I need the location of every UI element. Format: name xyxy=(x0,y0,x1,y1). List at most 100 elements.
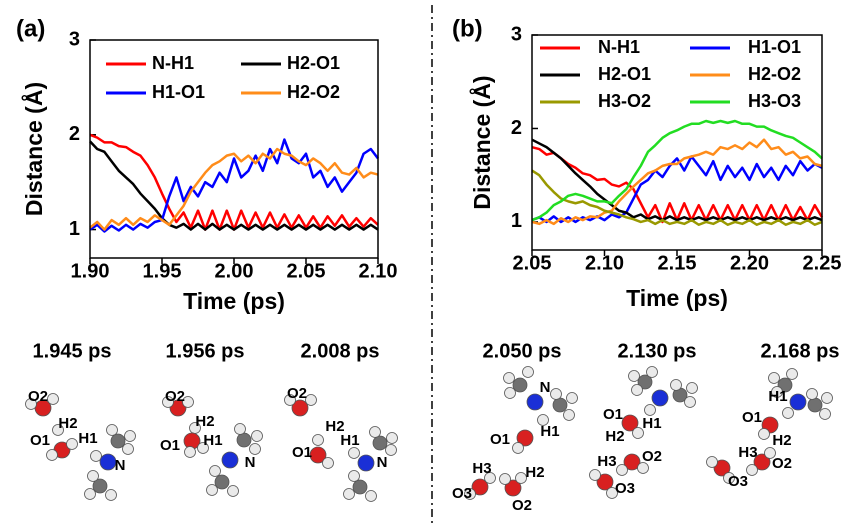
atom xyxy=(106,424,118,436)
snapshot-time: 2.050 ps xyxy=(483,340,562,362)
atom xyxy=(99,453,117,471)
atom xyxy=(348,470,360,482)
atom xyxy=(385,444,397,456)
atom xyxy=(789,393,807,411)
panel-label: (b) xyxy=(452,15,483,42)
y-tick-label: 3 xyxy=(511,23,522,45)
molecule-snapshot xyxy=(284,394,398,502)
atom-label: H2 xyxy=(58,415,77,432)
atom xyxy=(162,396,174,408)
atom-label: H3 xyxy=(738,444,757,461)
atom xyxy=(596,473,614,491)
atom xyxy=(753,453,771,471)
atom xyxy=(651,389,669,407)
atom xyxy=(84,488,96,500)
atom xyxy=(221,451,239,469)
atom-label: H2 xyxy=(325,418,344,435)
atom xyxy=(234,423,246,435)
molecule-snapshot xyxy=(162,396,263,497)
legend-label: H3-O3 xyxy=(748,91,801,111)
atom-label: H1 xyxy=(203,432,222,449)
atom-label: O2 xyxy=(772,455,792,472)
data-line xyxy=(531,138,823,226)
y-axis-title: Distance (Å) xyxy=(468,75,495,209)
atom xyxy=(291,399,309,417)
atom-label: N xyxy=(115,457,126,474)
atom xyxy=(369,426,381,438)
atom xyxy=(209,465,221,477)
atom xyxy=(312,434,324,446)
atom xyxy=(686,382,698,394)
atom xyxy=(786,368,798,380)
atom xyxy=(637,462,649,474)
atom xyxy=(550,388,562,400)
data-line xyxy=(89,133,379,231)
atom-label: O2 xyxy=(642,448,662,465)
legend-label: H1-O1 xyxy=(152,82,205,102)
atom-label: O1 xyxy=(160,437,180,454)
atom-label: H3 xyxy=(472,460,491,477)
atom xyxy=(768,372,780,384)
atom xyxy=(182,396,194,408)
atom xyxy=(87,470,99,482)
atom xyxy=(169,399,187,417)
atom xyxy=(357,454,375,472)
atom xyxy=(504,479,522,497)
atom-label: H2 xyxy=(195,413,214,430)
atom xyxy=(52,424,64,436)
data-line xyxy=(89,147,379,231)
atom xyxy=(563,409,575,421)
atom xyxy=(305,394,317,406)
legend-label: N-H1 xyxy=(598,37,640,57)
snapshot-time: 2.130 ps xyxy=(618,340,697,362)
atom xyxy=(637,374,653,390)
atom xyxy=(214,474,230,490)
atom xyxy=(90,450,102,462)
atom xyxy=(348,447,360,459)
snapshot-time: 1.945 ps xyxy=(33,340,112,362)
molecule-snapshot xyxy=(25,393,136,501)
atom xyxy=(746,464,758,476)
atom xyxy=(197,442,209,454)
atom xyxy=(249,443,261,455)
atom-label: O2 xyxy=(512,497,532,514)
atom xyxy=(631,384,643,396)
atom xyxy=(723,472,735,484)
x-axis-title: Time (ps) xyxy=(183,288,285,314)
atom xyxy=(236,432,252,448)
x-tick-label: 2.05 xyxy=(513,252,552,274)
data-line xyxy=(89,140,379,231)
plot-frame xyxy=(89,39,379,259)
atom xyxy=(105,489,117,501)
x-tick-label: 2.15 xyxy=(658,252,697,274)
y-tick-label: 2 xyxy=(69,123,80,145)
atom-label: O1 xyxy=(742,409,762,426)
plot-frame xyxy=(531,34,823,251)
atom xyxy=(764,447,776,459)
legend-label: H2-O1 xyxy=(287,53,340,73)
atom xyxy=(503,372,515,384)
y-axis-title: Distance (Å) xyxy=(20,82,47,216)
atom-label: O2 xyxy=(287,385,307,402)
x-tick-label: 1.90 xyxy=(71,260,110,282)
x-tick-label: 2.00 xyxy=(215,260,254,282)
atom-label: H3 xyxy=(597,453,616,470)
atom-label: H2 xyxy=(525,464,544,481)
legend-label: H1-O1 xyxy=(748,37,801,57)
atom xyxy=(670,379,682,391)
atom xyxy=(606,487,618,499)
atom xyxy=(566,392,578,404)
atom-label: O2 xyxy=(165,388,185,405)
atom xyxy=(512,442,524,454)
atom xyxy=(322,457,334,469)
molecule-snapshot xyxy=(589,366,698,499)
atom xyxy=(227,485,239,497)
atom xyxy=(628,370,640,382)
legend-label: H3-O2 xyxy=(598,91,651,111)
atom-label: H1 xyxy=(78,430,97,447)
atom xyxy=(206,484,218,496)
atom xyxy=(589,469,601,481)
atom xyxy=(512,377,528,393)
atom xyxy=(386,432,398,444)
molecule-snapshot xyxy=(464,366,578,500)
